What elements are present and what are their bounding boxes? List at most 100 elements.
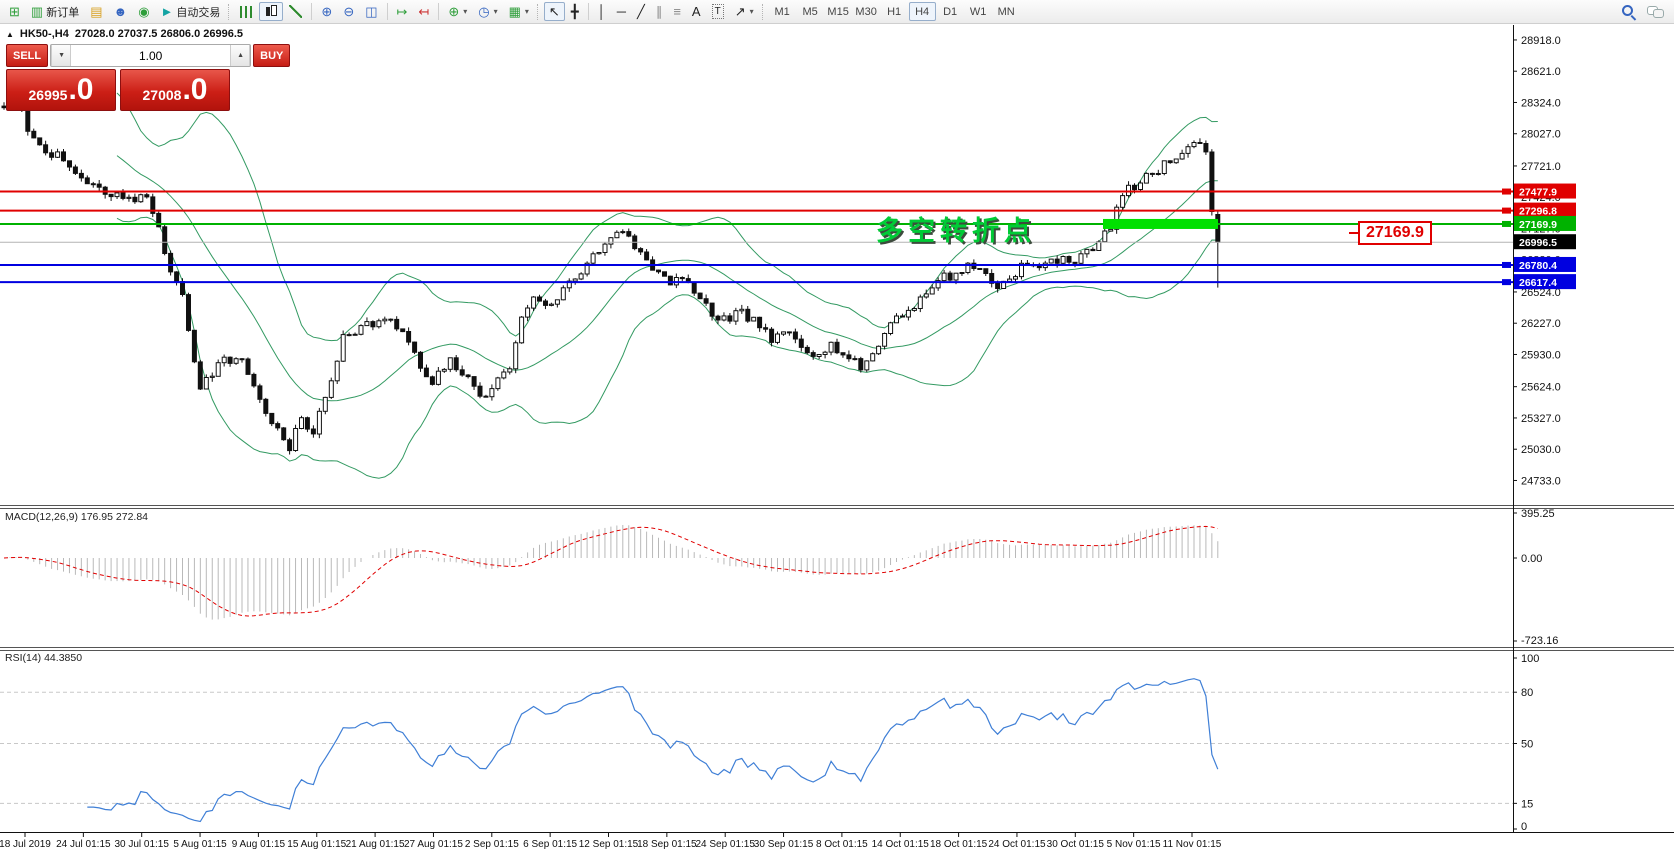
candle-body	[846, 354, 852, 360]
svg-text:28027.0: 28027.0	[1521, 129, 1561, 141]
candle-body	[1155, 173, 1161, 175]
text-label-button[interactable]: T	[707, 2, 729, 21]
text-button[interactable]: A	[687, 2, 706, 21]
price-callout-label[interactable]: 27169.9	[1349, 221, 1432, 245]
bar-chart-button[interactable]	[235, 2, 258, 21]
signals-button[interactable]: ◉	[133, 2, 154, 21]
ohlc-values: 27028.0 27037.5 26806.0 26996.5	[74, 28, 244, 40]
candle-body	[429, 376, 435, 385]
svg-text:26524.0: 26524.0	[1521, 287, 1561, 299]
horizontal-line-button[interactable]: ─	[612, 2, 631, 21]
timeframe-h4-button[interactable]: H4	[908, 2, 936, 21]
candle-body	[1203, 143, 1209, 153]
fibonacci-button[interactable]: ≡	[668, 2, 686, 21]
search-button[interactable]	[1616, 2, 1641, 21]
templates-button[interactable]: ▦ ▾	[504, 2, 534, 21]
timeframe-m15-button[interactable]: M15	[827, 5, 849, 18]
crosshair-button[interactable]: ╋	[566, 2, 584, 21]
timeframe-m1-button[interactable]: M1	[774, 5, 790, 18]
sell-price-button[interactable]: 26995 .0	[6, 69, 116, 111]
panel-separators[interactable]	[0, 505, 1674, 651]
candle-body	[203, 377, 209, 390]
auto-scroll-button[interactable]: ↦	[392, 2, 413, 21]
chart-shift-button[interactable]: ↤	[413, 2, 434, 21]
macd-indicator-label: MACD(12,26,9) 176.95 272.84	[5, 511, 149, 523]
svg-text:18 Jul 2019: 18 Jul 2019	[0, 839, 51, 850]
candle-body	[751, 316, 757, 322]
timeframe-m5-button[interactable]: M5	[802, 5, 818, 18]
svg-text:25624.0: 25624.0	[1521, 382, 1561, 394]
cursor-button[interactable]: ↖	[543, 2, 565, 21]
svg-text:28621.0: 28621.0	[1521, 66, 1561, 78]
autotrading-icon: ►	[160, 4, 174, 19]
svg-text:27 Aug 01:15: 27 Aug 01:15	[404, 839, 463, 850]
candle-body	[858, 358, 864, 371]
candle-body	[977, 268, 983, 270]
candle-body	[197, 361, 203, 390]
timeframe-mn-button[interactable]: MN	[997, 5, 1015, 18]
level-lines[interactable]	[0, 190, 1513, 284]
equidistant-channel-button[interactable]: ∥	[651, 2, 668, 21]
zoom-in-button[interactable]: ⊕	[316, 2, 337, 21]
candle-body	[1078, 253, 1084, 264]
tile-windows-button[interactable]: ◫	[360, 2, 382, 21]
candle-body	[929, 287, 935, 295]
trendline-button[interactable]: ╱	[632, 2, 650, 21]
candle-body	[941, 272, 947, 282]
candle-body	[679, 277, 685, 280]
indicators-button[interactable]: ⊕ ▾	[443, 2, 472, 21]
candle-body	[911, 308, 917, 311]
candle-body	[584, 262, 590, 275]
vertical-line-button[interactable]: │	[593, 2, 611, 21]
buy-button[interactable]: BUY	[253, 44, 291, 67]
timeframe-m30-button[interactable]: M30	[855, 5, 877, 18]
community-button[interactable]: ☻	[109, 2, 133, 21]
candle-body	[471, 376, 477, 387]
volume-input[interactable]	[71, 45, 231, 66]
svg-text:8 Oct 01:15: 8 Oct 01:15	[816, 839, 868, 850]
zoom-out-button[interactable]: ⊖	[338, 2, 359, 21]
periods-button[interactable]: ◷ ▾	[473, 2, 502, 21]
templates-icon: ▦	[508, 4, 521, 19]
autotrading-button[interactable]: ► 自动交易	[156, 2, 226, 21]
arrows-tool-button[interactable]: ↗ ▾	[730, 2, 759, 21]
candle-body	[49, 152, 55, 158]
candle-body	[781, 331, 786, 335]
separator	[587, 3, 589, 20]
highlight-zone[interactable]	[1103, 218, 1218, 229]
timeframe-d1-button[interactable]: D1	[943, 5, 958, 18]
timeframe-h1-button[interactable]: H1	[887, 5, 902, 18]
candle-body	[900, 315, 905, 318]
candle-body	[43, 144, 49, 154]
chat-button[interactable]	[1642, 2, 1670, 21]
line-chart-button[interactable]	[284, 2, 307, 21]
svg-text:25930.0: 25930.0	[1521, 349, 1561, 361]
candle-body	[1054, 258, 1060, 264]
new-order-button[interactable]: ▥ 新订单	[26, 2, 84, 21]
candlestick-chart-button[interactable]	[259, 2, 284, 21]
collapse-panel-icon[interactable]: ▲	[6, 29, 14, 39]
periods-clock-icon: ◷	[478, 4, 490, 19]
volume-decrease-button[interactable]: ▼	[51, 45, 72, 66]
candle-body	[72, 166, 78, 174]
candle-body	[168, 252, 174, 273]
chart-header: ▲ HK50-,H4 27028.0 27037.5 26806.0 26996…	[6, 28, 243, 40]
history-center-button[interactable]: ▤	[85, 2, 107, 21]
new-chart-button[interactable]: ⊞	[4, 2, 25, 21]
volume-increase-button[interactable]: ▲	[230, 45, 251, 66]
timeframe-w1-button[interactable]: W1	[969, 5, 987, 18]
candle-body	[364, 321, 370, 327]
symbol-title: HK50-,H4	[19, 28, 69, 40]
indicators-icon: ⊕	[448, 4, 460, 19]
candle-body	[447, 357, 453, 370]
candle-body	[608, 237, 614, 245]
chart-annotation-text[interactable]: 多空转折点	[876, 216, 1036, 246]
candle-body	[894, 315, 899, 324]
sell-button[interactable]: SELL	[6, 44, 49, 67]
svg-text:25327.0: 25327.0	[1521, 413, 1561, 425]
one-click-trading-panel: SELL ▼ ▲ BUY 26995 .0 27008 .0	[6, 44, 291, 111]
new-order-icon: ▥	[30, 4, 44, 19]
buy-price-button[interactable]: 27008 .0	[120, 69, 230, 111]
